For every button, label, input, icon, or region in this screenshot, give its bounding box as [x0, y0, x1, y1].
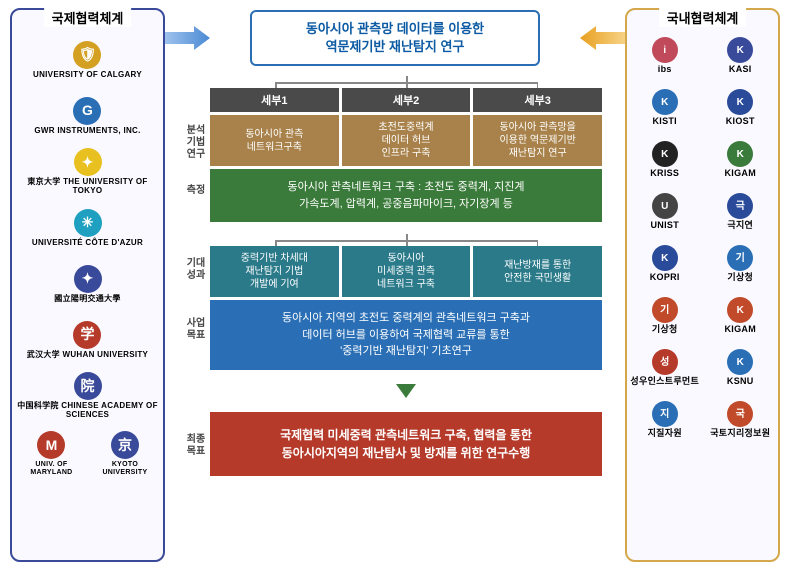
label-final: 최종목표	[185, 434, 207, 458]
domestic-logo-item: KKSNU	[705, 344, 777, 392]
measure-box: 동아시아 관측네트워크 구축 : 초전도 중력계, 지진계가속도계, 압력계, …	[210, 169, 602, 222]
expect-cell: 중력기반 차세대재난탐지 기법개발에 기여	[210, 246, 339, 297]
intl-logo-item: 学武汉大学 WUHAN UNIVERSITY	[27, 314, 148, 366]
domestic-logo-item: KKIOST	[705, 84, 777, 132]
intl-logo-item: 院中国科学院 CHINESE ACADEMY OF SCIENCES	[16, 370, 159, 422]
sebu-header: 세부2	[342, 88, 471, 112]
domestic-logo-item: KKIGAM	[705, 136, 777, 184]
domestic-panel: 국내협력체계 iibsKKASIKKISTIKKIOSTKKRISSKKIGAM…	[625, 8, 780, 562]
intl-panel: 국제협력체계 🛡UNIVERSITY OF CALGARYGGWR INSTRU…	[10, 8, 165, 562]
domestic-logo-item: KKISTI	[629, 84, 701, 132]
domestic-logo-item: UUNIST	[629, 188, 701, 236]
objective-text: 동아시아 지역의 초전도 중력계의 관측네트워크 구축과데이터 허브를 이용하여…	[282, 312, 530, 357]
domestic-logo-item: KKOPRI	[629, 240, 701, 288]
analysis-cell: 초전도중력계데이터 허브인프라 구축	[342, 115, 471, 166]
domestic-logo-item: 기기상청	[629, 292, 701, 340]
domestic-logo-item: KKRISS	[629, 136, 701, 184]
final-goal-text: 국제협력 미세중력 관측네트워크 구축, 협력을 통한동아시아지역의 재난탐사 …	[280, 428, 532, 460]
expect-cell: 재난방재를 통한안전한 국민생활	[473, 246, 602, 297]
domestic-logo-item: iibs	[629, 32, 701, 80]
main-title-box: 동아시아 관측망 데이터를 이용한역문제기반 재난탐지 연구	[250, 10, 540, 66]
intl-logo-item: 🛡UNIVERSITY OF CALGARY	[33, 34, 142, 86]
analysis-cell: 동아시아 관측네트워크구축	[210, 115, 339, 166]
expect-cell: 동아시아미세중력 관측네트워크 구축	[342, 246, 471, 297]
domestic-logo-item: 기기상청	[705, 240, 777, 288]
intl-logo-item: GGWR INSTRUMENTS, INC.	[34, 90, 140, 142]
label-analysis: 분석기법연구	[185, 125, 207, 161]
intl-logo-item: MUNIV. OF MARYLAND	[16, 426, 87, 482]
intl-logo-item: ✦國立陽明交通大學	[54, 258, 120, 310]
main-title-text: 동아시아 관측망 데이터를 이용한역문제기반 재난탐지 연구	[306, 21, 484, 54]
measure-text: 동아시아 관측네트워크 구축 : 초전도 중력계, 지진계가속도계, 압력계, …	[288, 181, 525, 210]
intl-title: 국제협력체계	[44, 8, 132, 27]
intl-logo-item: ✳UNIVERSITÉ CÔTE D'AZUR	[32, 202, 143, 254]
label-measure: 측정	[185, 185, 207, 197]
domestic-logo-item: KKIGAM	[705, 292, 777, 340]
sebu-header: 세부1	[210, 88, 339, 112]
connector-green-teal	[210, 234, 602, 246]
domestic-logo-item: 극극지연	[705, 188, 777, 236]
domestic-logo-grid: iibsKKASIKKISTIKKIOSTKKRISSKKIGAMUUNIST극…	[627, 28, 778, 448]
center-flow: 동아시아 관측망 데이터를 이용한역문제기반 재난탐지 연구 세부1세부2세부3…	[188, 10, 602, 476]
domestic-logo-item: KKASI	[705, 32, 777, 80]
connector-title-sebu	[210, 76, 602, 88]
intl-logo-pair: MUNIV. OF MARYLAND京KYOTO UNIVERSITY	[16, 426, 159, 482]
final-goal-box: 국제협력 미세중력 관측네트워크 구축, 협력을 통한동아시아지역의 재난탐사 …	[210, 412, 602, 476]
label-objective: 사업목표	[185, 318, 207, 342]
sebu-header-row: 세부1세부2세부3	[210, 88, 602, 112]
expect-row: 중력기반 차세대재난탐지 기법개발에 기여동아시아미세중력 관측네트워크 구축재…	[210, 246, 602, 297]
domestic-logo-item: 성성우인스트루먼트	[629, 344, 701, 392]
domestic-title: 국내협력체계	[659, 8, 747, 27]
intl-logo-item: 京KYOTO UNIVERSITY	[91, 426, 159, 482]
label-expect: 기대성과	[185, 258, 207, 282]
objective-box: 동아시아 지역의 초전도 중력계의 관측네트워크 구축과데이터 허브를 이용하여…	[210, 300, 602, 370]
domestic-logo-item: 지지질자원	[629, 396, 701, 444]
intl-logo-item: ✦東京大学 THE UNIVERSITY OF TOKYO	[16, 146, 159, 198]
sebu-header: 세부3	[473, 88, 602, 112]
down-arrow-icon	[396, 384, 416, 398]
analysis-row: 동아시아 관측네트워크구축초전도중력계데이터 허브인프라 구축동아시아 관측망을…	[210, 115, 602, 166]
analysis-cell: 동아시아 관측망을이용한 역문제기반재난탐지 연구	[473, 115, 602, 166]
intl-logo-list: 🛡UNIVERSITY OF CALGARYGGWR INSTRUMENTS, …	[12, 28, 163, 488]
domestic-logo-item: 국국토지리정보원	[705, 396, 777, 444]
